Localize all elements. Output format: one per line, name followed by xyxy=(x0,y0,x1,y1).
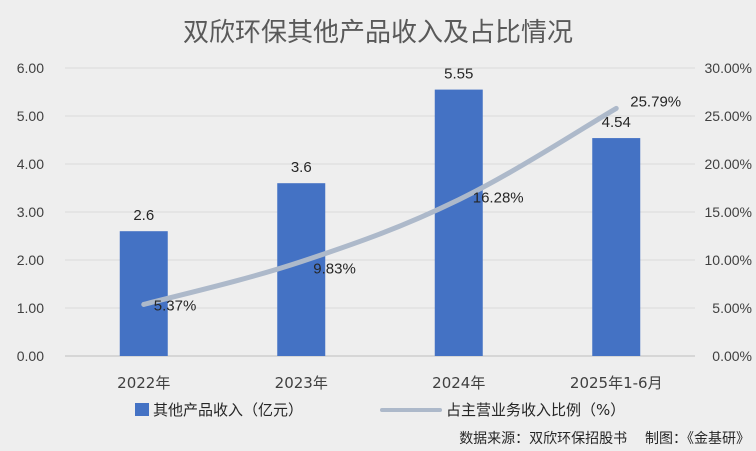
left-tick-label: 5.00 xyxy=(17,108,44,124)
data-labels: 2.6 3.6 5.55 4.54 5.37% 9.83% 16.28% 25.79% xyxy=(133,66,681,315)
bar xyxy=(277,183,326,356)
left-tick-label: 0.00 xyxy=(17,348,44,364)
category-label: 2024年 xyxy=(432,374,485,392)
right-axis: 0.00% 5.00% 10.00% 15.00% 20.00% 25.00% 30.00% xyxy=(705,60,752,364)
right-tick-label: 5.00% xyxy=(712,300,752,316)
right-tick-label: 25.00% xyxy=(705,108,752,124)
right-tick-label: 15.00% xyxy=(705,204,752,220)
line-value-label: 16.28% xyxy=(473,190,524,207)
legend-bar-swatch xyxy=(135,403,149,416)
legend-line-label: 占主营业务收入比例（%） xyxy=(446,401,625,419)
line-value-label: 5.37% xyxy=(154,297,197,314)
bar-series xyxy=(119,89,641,356)
bar-value-label: 2.6 xyxy=(133,207,154,224)
bar xyxy=(434,89,483,356)
source-note: 数据来源：双欣环保招股书 制图：《金基研》 xyxy=(459,430,750,447)
series-line xyxy=(141,105,619,307)
right-tick-label: 10.00% xyxy=(705,252,752,268)
category-label: 2023年 xyxy=(275,374,328,392)
left-tick-label: 6.00 xyxy=(17,60,44,76)
bar-value-label: 4.54 xyxy=(602,114,631,131)
left-tick-label: 3.00 xyxy=(17,204,44,220)
left-tick-label: 4.00 xyxy=(17,156,44,172)
legend-bar-label: 其他产品收入（亿元） xyxy=(153,401,303,419)
line-value-label: 9.83% xyxy=(313,261,356,278)
category-label: 2022年 xyxy=(117,374,170,392)
bar-value-label: 5.55 xyxy=(444,66,473,83)
bar xyxy=(592,138,641,356)
right-tick-label: 30.00% xyxy=(705,60,752,76)
left-tick-label: 1.00 xyxy=(17,300,44,316)
right-tick-label: 0.00% xyxy=(712,348,752,364)
bar xyxy=(119,231,168,356)
category-axis: 2022年 2023年 2024年 2025年1-6月 xyxy=(117,374,662,392)
chart-title: 双欣环保其他产品收入及占比情况 xyxy=(183,18,573,48)
legend: 其他产品收入（亿元） 占主营业务收入比例（%） xyxy=(135,401,625,419)
right-tick-label: 20.00% xyxy=(705,156,752,172)
grid-lines xyxy=(65,67,695,357)
left-axis: 0.00 1.00 2.00 3.00 4.00 5.00 6.00 xyxy=(17,60,44,364)
category-label: 2025年1-6月 xyxy=(570,374,663,392)
bar-value-label: 3.6 xyxy=(291,159,312,176)
left-tick-label: 2.00 xyxy=(17,252,44,268)
line-value-label: 25.79% xyxy=(630,93,681,110)
line-series xyxy=(141,105,619,307)
